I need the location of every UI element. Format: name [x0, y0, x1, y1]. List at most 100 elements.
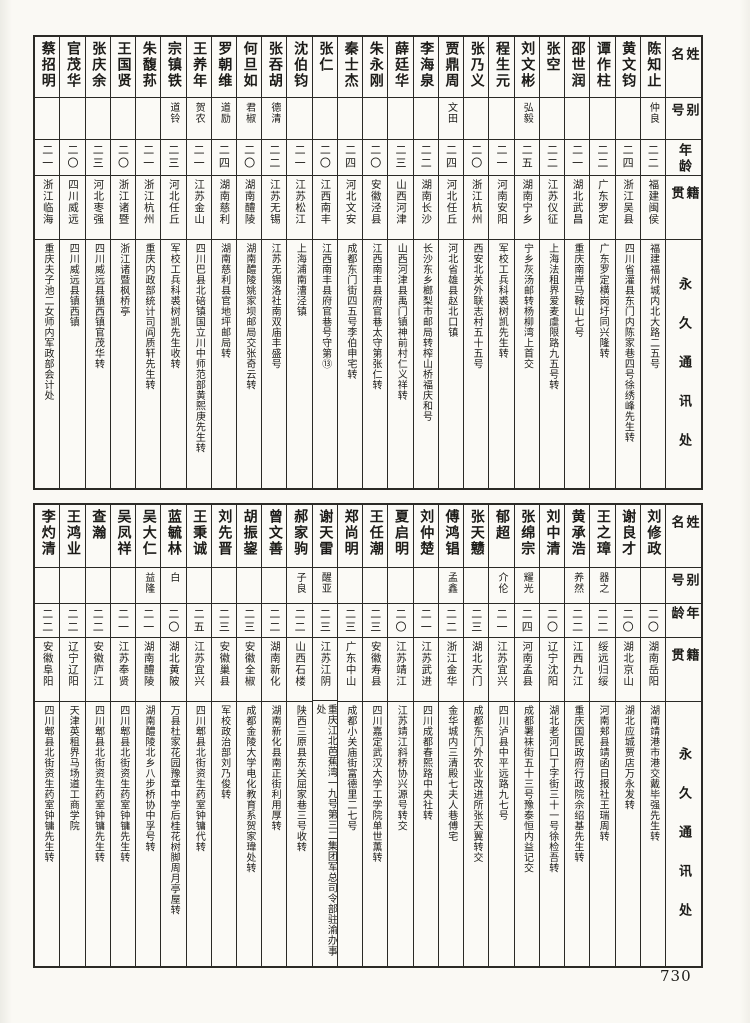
person-name: 王养年	[191, 41, 208, 89]
person-name: 张绵宗	[519, 509, 536, 557]
header-address-label: 永久通讯处	[676, 746, 691, 942]
name-cell: 王之璋	[590, 505, 614, 567]
alias-cell	[388, 97, 413, 139]
age-cell: 二〇	[640, 603, 665, 637]
native-place-cell: 福建闽侯	[640, 175, 665, 239]
person-native-place: 湖北京山	[622, 641, 635, 687]
header-name-label: 姓名	[668, 515, 699, 544]
name-cell: 张乃义	[464, 37, 488, 97]
age-cell: 二二	[590, 603, 615, 637]
native-place-cell: 山西石楼	[287, 637, 312, 701]
age-cell: 二五	[514, 139, 539, 175]
person-address: 江西南丰县府官巷号守第⑬	[319, 243, 331, 369]
header-address-cell: 永久通讯处	[666, 701, 701, 966]
person-native-place: 浙江杭州	[470, 179, 483, 225]
age-cell: 二五	[186, 603, 211, 637]
age-cell: 二一	[136, 139, 161, 175]
name-cell: 谢良才	[616, 505, 640, 567]
person-age: 二〇	[65, 144, 79, 170]
person-age: 二三	[242, 608, 256, 634]
alias-cell: 器之	[590, 567, 615, 603]
person-age: 二二	[595, 144, 609, 170]
address-cell: 成都署袜街五十三号豫泰恒内益记交	[514, 701, 539, 966]
person-address: 四川嘉定武汉大学工学院单世薰转	[370, 705, 382, 863]
person-age: 二一	[141, 144, 155, 170]
native-place-cell: 河北文安	[337, 175, 363, 239]
address-cell: 四川威远县镇西镇官茂华转	[85, 239, 110, 488]
person-age: 二三	[166, 144, 180, 170]
person-name: 张仁	[317, 41, 334, 73]
person-column: 郁超 介伦 二一 江苏宜兴 四川泸县中平远路九七号	[488, 505, 514, 966]
age-cell: 二一	[565, 139, 590, 175]
alias-cell: 文田	[438, 97, 464, 139]
person-age: 二二	[444, 608, 458, 634]
address-cell: 重庆南岸马鞍山七号	[565, 239, 590, 488]
person-column: 朱馥荪 二一 浙江杭州 重庆内政部统计司阎质轩先生转	[135, 37, 161, 488]
person-alias: 道励	[218, 102, 230, 124]
person-column: 王鸿业 二二 辽宁辽阳 天津英租界马场道工商学院	[59, 505, 85, 966]
person-column: 张绵宗 耀光 二四 河南孟县 成都署袜街五十三号豫泰恒内益记交	[513, 505, 539, 966]
person-column: 刘修政 二〇 湖南岳阳 湖南靖港市港交戴毕强先生转	[639, 505, 665, 966]
person-age: 二二	[646, 144, 660, 170]
person-native-place: 湖南醴陵	[243, 179, 256, 225]
person-address: 军校政治部刘乃俊转	[218, 705, 230, 800]
address-cell: 四川泸县中平远路九七号	[489, 701, 514, 966]
age-cell: 二二	[640, 139, 665, 175]
alias-cell	[35, 567, 60, 603]
person-name: 曾文善	[266, 509, 283, 557]
native-place-cell: 辽宁辽阳	[60, 637, 85, 701]
header-age-label: 年龄	[668, 606, 699, 622]
address-cell: 陕西三原县东关屈家巷三号收转	[287, 701, 312, 966]
person-name: 王之璋	[594, 509, 611, 557]
person-name: 刘仲楚	[418, 509, 435, 557]
person-column: 官茂华 二〇 四川威远 四川威远县镇西镇	[59, 37, 85, 488]
person-native-place: 江苏金山	[193, 179, 206, 225]
alias-cell: 君椒	[237, 97, 262, 139]
alias-cell	[464, 97, 489, 139]
person-name: 秦士杰	[342, 41, 359, 89]
person-native-place: 安徽阜阳	[41, 641, 54, 687]
person-address: 四川郫县北街资生药室钟镛代转	[193, 705, 205, 852]
person-age: 二〇	[545, 608, 559, 634]
person-column: 黄文钧 二四 浙江吴县 四川省灌县东门内陈家巷四号徐绣峰先生转	[614, 37, 640, 488]
person-age: 二三	[343, 608, 357, 634]
person-native-place: 浙江杭州	[142, 179, 155, 225]
person-address: 上海法租界爱麦虞限路九五号转	[546, 243, 558, 390]
address-cell: 四川郫县北街资生药室钟镛代转	[186, 701, 211, 966]
name-cell: 沈伯钧	[287, 37, 311, 97]
person-address: 四川郫县北街资生药室钟镛先生转	[42, 705, 53, 863]
age-cell: 二一	[110, 603, 136, 637]
person-address: 四川泸县中平远路九七号	[496, 705, 508, 821]
person-column: 查瀚 二二 安徽庐江 四川郫县北街资生药室钟镛先生转	[84, 505, 110, 966]
person-column: 张庆余 二三 河北枣强 四川威远县镇西镇官茂华转	[84, 37, 110, 488]
person-column: 傅鸿锠 孟鑫 二二 浙江金华 金华城内三清殿七夫人巷傅宅	[437, 505, 464, 966]
person-name: 郁超	[493, 509, 510, 541]
person-native-place: 安徽寿县	[369, 641, 382, 687]
native-place-cell: 湖北武昌	[565, 175, 590, 239]
alias-cell: 道励	[211, 97, 237, 139]
native-place-cell: 江苏宜兴	[186, 637, 211, 701]
person-age: 二二	[570, 608, 584, 634]
person-alias: 醒亚	[319, 571, 331, 594]
person-age: 二〇	[394, 608, 408, 634]
person-address: 四川巴县北碚镇国立川中师范部黄熙庚先生转	[193, 243, 205, 453]
name-cell: 郝家驹	[287, 505, 311, 567]
person-age: 二〇	[166, 608, 180, 634]
person-native-place: 江苏靖江	[395, 641, 408, 687]
header-alias-cell: 别号	[666, 567, 701, 603]
header-native-cell: 籍贯	[666, 637, 701, 701]
person-age: 二〇	[242, 144, 256, 170]
person-name: 邵世润	[569, 41, 586, 89]
address-cell: 万县杜家花园豫章中学后桂花树脚周月亭屋转	[161, 701, 186, 966]
person-name: 王国贤	[115, 41, 132, 89]
header-name-cell: 姓名	[666, 37, 701, 97]
name-cell: 夏启明	[388, 505, 412, 567]
native-place-cell: 江苏宜兴	[489, 637, 514, 701]
person-native-place: 山西河津	[395, 179, 408, 225]
person-native-place: 江苏奉贤	[117, 641, 130, 687]
person-address: 四川威远县镇西镇官茂华转	[92, 243, 104, 369]
person-age: 二四	[343, 144, 357, 170]
age-cell: 二二	[438, 603, 464, 637]
address-cell: 湖南醴陵姚家坝邮局交张奇云转	[237, 239, 262, 488]
person-alias: 弘毅	[521, 102, 533, 124]
